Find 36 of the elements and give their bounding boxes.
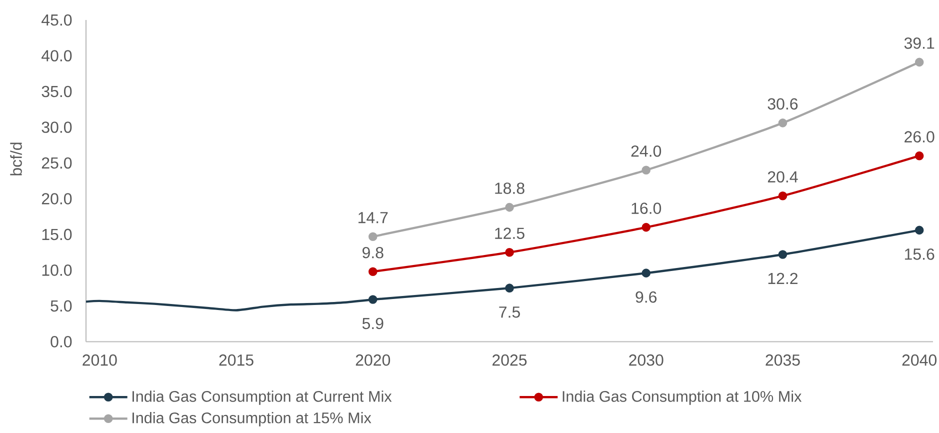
y-axis-title: bcf/d: [10, 142, 22, 176]
data-label: 39.1: [904, 38, 934, 49]
y-tick-label: 30.0: [42, 122, 72, 133]
data-label: 12.5: [495, 228, 524, 239]
data-label: 14.7: [358, 212, 388, 224]
data-label: 30.6: [768, 98, 798, 110]
x-tick-label: 2010: [82, 354, 117, 366]
x-tick-label: 2015: [219, 354, 254, 366]
data-label: 7.5: [499, 306, 520, 318]
x-tick-label: 2035: [766, 354, 800, 366]
data-label: 16.0: [632, 202, 662, 214]
legend-label: India Gas Consumption at 15% Mix: [132, 412, 372, 426]
y-tick-label: 40.0: [42, 50, 72, 62]
data-label: 9.8: [362, 246, 384, 258]
y-tick-label: 25.0: [42, 157, 72, 169]
data-label: 26.0: [904, 131, 934, 142]
legend-label: India Gas Consumption at Current Mix: [132, 390, 392, 405]
data-label: 18.8: [495, 182, 524, 194]
data-label: 5.9: [362, 318, 384, 330]
legend-label: India Gas Consumption at 10% Mix: [562, 390, 802, 405]
data-label: 24.0: [631, 145, 662, 157]
y-tick-label: 35.0: [42, 86, 72, 98]
data-label: 12.2: [768, 272, 798, 284]
y-tick-label: 5.0: [50, 300, 72, 312]
y-tick-label: 15.0: [42, 228, 72, 240]
data-label: 9.6: [636, 291, 657, 303]
data-label: 15.6: [904, 248, 934, 260]
x-tick-label: 2025: [492, 354, 527, 366]
data-label: 20.4: [768, 171, 798, 183]
y-tick-label: 45.0: [42, 14, 72, 26]
x-tick-label: 2040: [902, 354, 937, 366]
y-tick-label: 10.0: [42, 264, 72, 276]
x-tick-label: 2030: [629, 354, 664, 366]
y-tick-label: 20.0: [42, 193, 72, 204]
x-tick-label: 2020: [356, 354, 390, 366]
y-tick-label: 0.0: [50, 336, 72, 348]
